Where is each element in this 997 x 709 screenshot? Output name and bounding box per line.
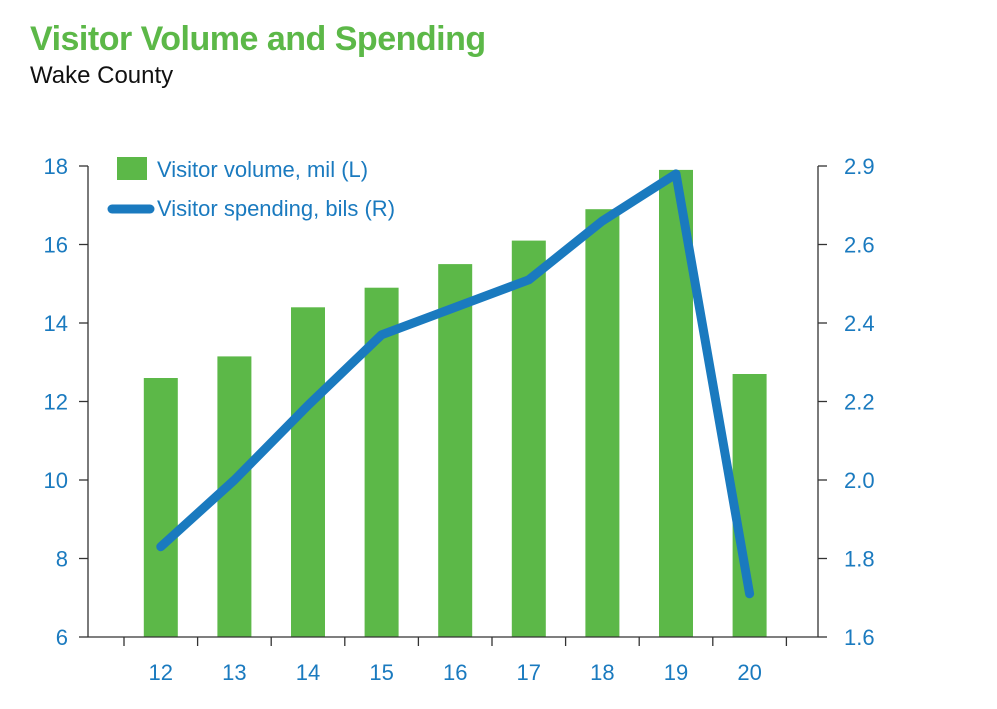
right-tick-label: 2.9: [844, 154, 875, 179]
x-tick-label-15: 15: [369, 660, 393, 685]
x-tick-label-20: 20: [737, 660, 761, 685]
right-tick-label: 1.6: [844, 625, 875, 650]
left-tick-label: 16: [44, 233, 68, 258]
right-tick-label: 2.2: [844, 390, 875, 415]
left-tick-label: 10: [44, 468, 68, 493]
x-tick-label-12: 12: [149, 660, 173, 685]
legend-label-volume: Visitor volume, mil (L): [157, 157, 368, 182]
bar-12: [143, 378, 178, 637]
right-tick-label: 2.6: [844, 233, 875, 258]
legend: Visitor volume, mil (L) Visitor spending…: [107, 157, 395, 221]
legend-label-spending: Visitor spending, bils (R): [157, 196, 395, 221]
bar-18: [585, 209, 620, 637]
right-tick-label: 1.8: [844, 547, 875, 572]
bar-17: [511, 240, 546, 637]
line-series: [156, 169, 755, 599]
x-tick-label-18: 18: [590, 660, 614, 685]
x-tick-label-17: 17: [517, 660, 541, 685]
x-tick-label-16: 16: [443, 660, 467, 685]
left-tick-label: 14: [44, 311, 68, 336]
legend-bar-swatch: [117, 157, 147, 180]
x-tick-label-14: 14: [296, 660, 320, 685]
left-tick-label: 8: [56, 547, 68, 572]
right-tick-label: 2.4: [844, 311, 875, 336]
bar-series: [143, 169, 767, 637]
x-tick-label-13: 13: [222, 660, 246, 685]
chart-title: Visitor Volume and Spending: [30, 20, 486, 58]
chart-subtitle: Wake County: [30, 62, 174, 89]
bar-13: [217, 356, 252, 637]
right-axis-ticks: 1.6 1.8 2.0 2.2 2.4 2.6 2.9: [818, 154, 875, 650]
right-tick-label: 2.0: [844, 468, 875, 493]
left-tick-label: 12: [44, 390, 68, 415]
x-tick-label-19: 19: [664, 660, 688, 685]
left-axis-ticks: 6 8 10 12 14 16 18: [44, 154, 88, 650]
x-axis-ticks: 12 13 14 15 16 17 18 19 20: [123, 637, 788, 685]
left-tick-label: 18: [44, 154, 68, 179]
bar-14: [291, 307, 325, 637]
left-tick-label: 6: [56, 625, 68, 650]
bar-16: [438, 264, 473, 637]
